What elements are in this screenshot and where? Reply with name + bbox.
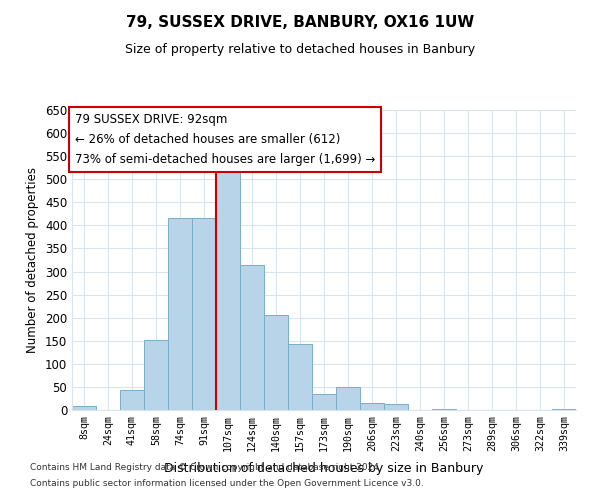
Bar xyxy=(192,218,216,410)
Bar xyxy=(72,406,96,410)
X-axis label: Distribution of detached houses by size in Banbury: Distribution of detached houses by size … xyxy=(164,462,484,475)
Bar xyxy=(288,344,312,410)
Bar xyxy=(384,404,408,410)
Text: Size of property relative to detached houses in Banbury: Size of property relative to detached ho… xyxy=(125,42,475,56)
Bar xyxy=(312,394,336,410)
Text: Contains public sector information licensed under the Open Government Licence v3: Contains public sector information licen… xyxy=(30,478,424,488)
Bar xyxy=(120,390,144,410)
Bar xyxy=(168,218,192,410)
Bar xyxy=(432,408,456,410)
Bar xyxy=(552,408,576,410)
Text: 79 SUSSEX DRIVE: 92sqm
← 26% of detached houses are smaller (612)
73% of semi-de: 79 SUSSEX DRIVE: 92sqm ← 26% of detached… xyxy=(74,113,375,166)
Text: Contains HM Land Registry data © Crown copyright and database right 2024.: Contains HM Land Registry data © Crown c… xyxy=(30,464,382,472)
Bar xyxy=(144,340,168,410)
Bar xyxy=(216,165,240,410)
Bar xyxy=(240,265,264,410)
Text: 79, SUSSEX DRIVE, BANBURY, OX16 1UW: 79, SUSSEX DRIVE, BANBURY, OX16 1UW xyxy=(126,15,474,30)
Bar xyxy=(360,403,384,410)
Bar xyxy=(336,388,360,410)
Bar xyxy=(264,316,288,410)
Y-axis label: Number of detached properties: Number of detached properties xyxy=(26,167,40,353)
